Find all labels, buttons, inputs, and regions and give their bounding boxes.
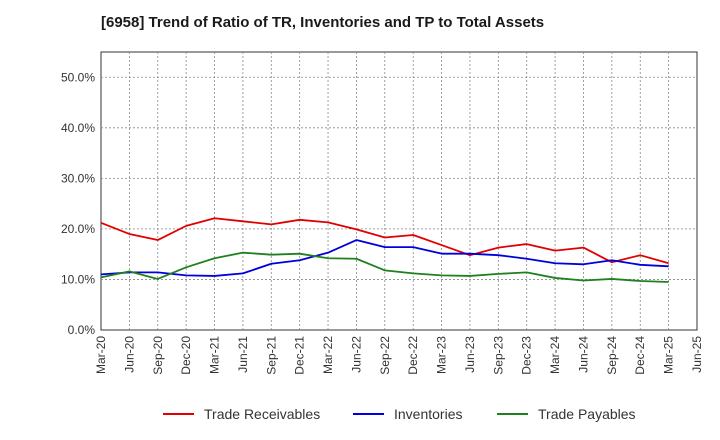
series-line-2 [100, 251, 669, 283]
x-tick-label: Sep-20 [151, 336, 165, 375]
x-tick-label: Mar-24 [548, 336, 562, 374]
x-axis-ticks: Mar-20 Jun-20 Sep-20 Dec-20 Mar-21 Jun-21 Sep-… [94, 336, 704, 375]
x-tick-label: Dec-20 [179, 336, 193, 375]
x-tick-label: Sep-24 [605, 336, 619, 375]
x-tick-label: Jun-25 [690, 336, 704, 373]
x-tick-label: Dec-24 [633, 336, 647, 375]
x-tick-label: Jun-21 [236, 336, 250, 373]
y-tick-label: 40.0% [61, 121, 95, 135]
y-tick-label: 10.0% [61, 272, 95, 286]
x-tick-label: Jun-23 [463, 336, 477, 373]
y-axis-ticks: 0.0% 10.0% 20.0% 30.0% 40.0% 50.0% [61, 70, 95, 337]
x-tick-label: Mar-20 [94, 336, 108, 374]
y-tick-label: 50.0% [61, 70, 95, 84]
chart-title: [6958] Trend of Ratio of TR, Inventories… [101, 14, 545, 31]
series-layer [100, 217, 669, 283]
series-line-1 [100, 239, 669, 277]
x-tick-label: Jun-20 [122, 336, 136, 373]
plot-area [100, 51, 698, 331]
x-tick-label: Sep-23 [491, 336, 505, 375]
legend-label-1: Inventories [394, 406, 462, 422]
x-tick-label: Dec-22 [406, 336, 420, 375]
x-tick-label: Sep-21 [264, 336, 278, 375]
y-tick-label: 0.0% [68, 323, 96, 337]
x-tick-label: Mar-23 [435, 336, 449, 374]
y-tick-label: 30.0% [61, 171, 95, 185]
x-tick-label: Mar-21 [208, 336, 222, 374]
series-line-0 [100, 217, 669, 265]
x-tick-label: Sep-22 [378, 336, 392, 375]
legend: Trade Receivables Inventories Trade Payabl… [163, 406, 636, 422]
x-tick-label: Mar-22 [321, 336, 335, 374]
x-tick-label: Jun-22 [349, 336, 363, 373]
x-tick-label: Dec-23 [520, 336, 534, 375]
y-tick-label: 20.0% [61, 222, 95, 236]
x-tick-label: Jun-24 [576, 336, 590, 373]
legend-label-2: Trade Payables [538, 406, 636, 422]
legend-label-0: Trade Receivables [204, 406, 320, 422]
x-tick-label: Mar-25 [662, 336, 676, 374]
x-tick-label: Dec-21 [293, 336, 307, 375]
